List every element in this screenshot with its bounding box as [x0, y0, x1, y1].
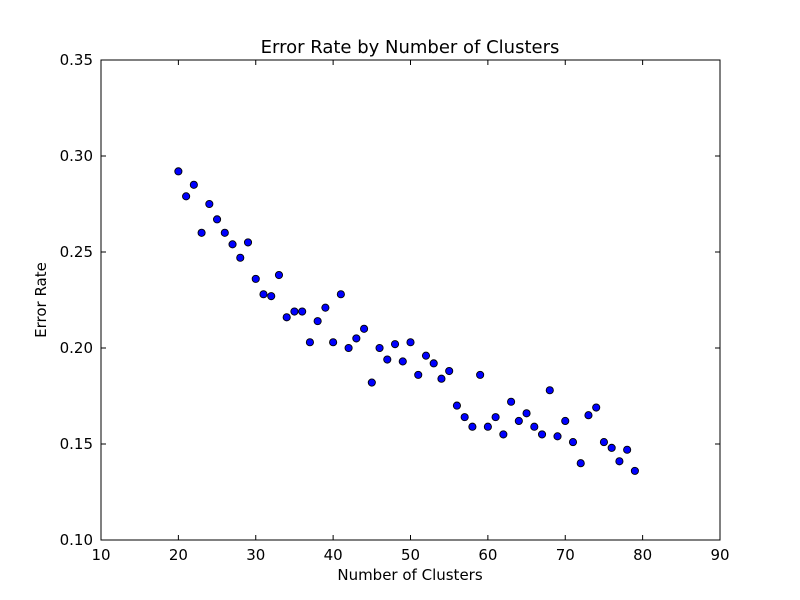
data-point — [329, 338, 338, 347]
data-point — [352, 334, 361, 343]
data-point — [522, 409, 531, 418]
data-point — [584, 411, 593, 420]
x-axis: 10 20 30 40 50 60 70 80 90 — [91, 60, 730, 564]
data-point — [530, 422, 539, 431]
data-point — [336, 290, 345, 299]
data-point — [290, 307, 299, 316]
y-tick-label: 0.10 — [60, 531, 93, 549]
data-point — [476, 370, 485, 379]
data-point — [236, 253, 245, 262]
data-point — [576, 459, 585, 468]
data-point — [429, 359, 438, 368]
data-point — [545, 386, 554, 395]
y-tick-label: 0.35 — [60, 51, 93, 69]
y-axis: 0.10 0.15 0.20 0.25 0.30 0.35 — [60, 51, 720, 549]
x-axis-label: Number of Clusters — [337, 566, 482, 584]
data-point — [259, 290, 268, 299]
data-point — [537, 430, 547, 439]
data-point — [514, 416, 523, 426]
data-point — [360, 324, 369, 333]
data-point — [599, 438, 608, 447]
x-tick-label: 40 — [324, 546, 343, 564]
data-point — [344, 343, 353, 353]
data-point — [437, 374, 446, 383]
data-point — [174, 167, 183, 176]
plot-area — [100, 59, 721, 541]
data-point — [390, 340, 400, 349]
data-point — [298, 307, 307, 316]
scatter-points — [174, 167, 639, 475]
data-point — [305, 338, 314, 347]
chart-title: Error Rate by Number of Clusters — [261, 37, 560, 58]
data-point — [267, 292, 276, 301]
data-point — [375, 343, 384, 353]
x-tick-label: 20 — [169, 546, 188, 564]
x-tick-label: 70 — [556, 546, 575, 564]
data-point — [607, 443, 616, 452]
data-point — [561, 416, 570, 426]
data-point — [213, 215, 222, 224]
y-axis-label: Error Rate — [32, 262, 50, 338]
data-point — [243, 238, 253, 247]
y-tick-label: 0.20 — [60, 339, 93, 357]
data-point — [189, 180, 198, 189]
data-point — [615, 457, 624, 466]
data-point — [445, 366, 454, 376]
x-tick-label: 90 — [710, 546, 729, 564]
data-point — [205, 199, 214, 209]
x-tick-label: 10 — [91, 546, 110, 564]
data-point — [406, 338, 415, 347]
data-point — [452, 401, 461, 410]
data-point — [460, 413, 469, 422]
data-point — [630, 466, 639, 475]
data-point — [507, 397, 516, 406]
data-point — [499, 430, 508, 439]
data-point — [623, 445, 632, 454]
y-tick-label: 0.15 — [60, 435, 93, 453]
x-tick-label: 60 — [478, 546, 497, 564]
data-point — [282, 313, 291, 322]
data-point — [274, 270, 284, 280]
x-tick-label: 80 — [633, 546, 652, 564]
x-tick-label: 50 — [401, 546, 420, 564]
data-point — [251, 274, 260, 283]
data-point — [383, 355, 392, 364]
y-tick-label: 0.30 — [60, 147, 93, 165]
data-point — [421, 351, 431, 360]
data-point — [367, 378, 376, 387]
data-point — [313, 317, 322, 326]
data-point — [321, 303, 330, 312]
data-point — [483, 422, 492, 431]
data-point — [468, 422, 477, 431]
data-point — [491, 413, 500, 422]
data-point — [398, 357, 407, 366]
y-tick-label: 0.25 — [60, 243, 93, 261]
x-tick-label: 30 — [246, 546, 265, 564]
data-point — [414, 370, 423, 379]
data-point — [568, 438, 578, 447]
data-point — [228, 240, 237, 249]
data-point — [197, 228, 206, 237]
data-point — [220, 228, 229, 237]
data-point — [592, 403, 601, 412]
data-point — [553, 432, 562, 441]
data-point — [182, 192, 191, 201]
